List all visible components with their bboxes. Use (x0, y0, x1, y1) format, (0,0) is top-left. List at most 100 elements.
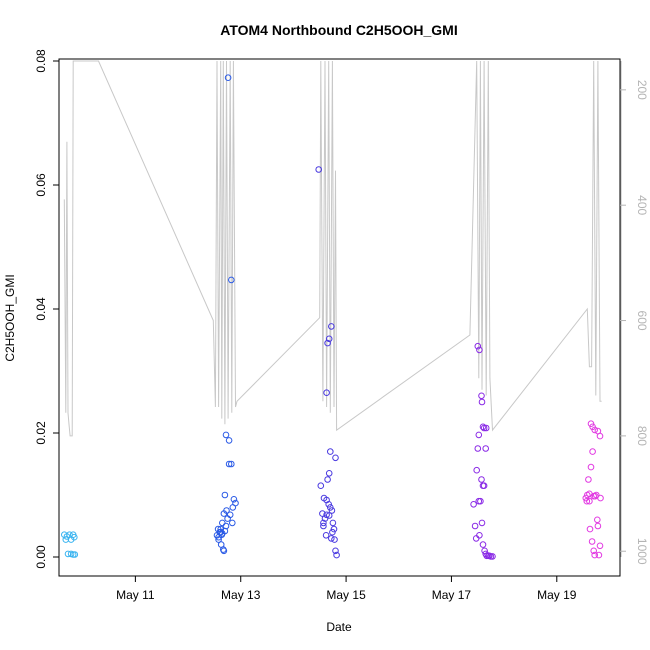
chart-title: ATOM4 Northbound C2H5OOH_GMI (220, 22, 457, 38)
data-point (475, 431, 483, 439)
data-point (476, 532, 483, 539)
data-point (476, 346, 483, 354)
data-point (317, 482, 325, 490)
data-point (331, 536, 338, 543)
data-point (225, 437, 233, 444)
data-point (471, 522, 479, 530)
data-point (474, 445, 482, 452)
data-point (228, 460, 235, 468)
data-point (224, 74, 232, 81)
data-point (590, 547, 598, 555)
data-points-layer (61, 74, 604, 560)
data-point (328, 323, 335, 330)
data-point (226, 511, 234, 519)
data-point (475, 497, 483, 505)
data-point (324, 339, 331, 347)
data-point (325, 512, 333, 519)
data-point (596, 432, 604, 440)
data-point (329, 528, 336, 536)
data-point (478, 519, 486, 527)
data-point (474, 342, 482, 350)
data-point (330, 525, 338, 533)
y2-tick-label: 600 (635, 311, 649, 331)
x-axis-label: Date (326, 620, 352, 634)
data-point (332, 454, 339, 462)
data-point (325, 470, 333, 477)
data-point (71, 551, 79, 558)
data-point (220, 547, 228, 555)
data-point (223, 507, 230, 514)
x-tick-label: May 17 (432, 588, 472, 602)
data-point (228, 276, 235, 284)
data-point (594, 522, 602, 530)
data-point (327, 448, 334, 455)
data-point (222, 522, 230, 530)
data-point (586, 497, 593, 505)
data-point (324, 476, 331, 483)
data-point (596, 542, 604, 550)
data-point (218, 531, 226, 539)
data-point (315, 166, 323, 173)
data-point (219, 519, 226, 527)
data-point (478, 398, 486, 406)
x-tick-label: May 15 (326, 588, 366, 602)
y2-tick-label: 1000 (635, 538, 649, 565)
data-point (221, 491, 229, 499)
data-point (332, 547, 339, 555)
data-point (323, 389, 330, 397)
pressure-line-layer (63, 60, 602, 437)
data-point (473, 466, 481, 474)
data-point (583, 497, 591, 505)
data-point (319, 510, 326, 517)
data-point (62, 536, 70, 543)
data-point (591, 426, 599, 434)
y2-tick-label: 800 (635, 426, 649, 446)
data-point (479, 423, 487, 431)
y2-tick-label: 400 (635, 195, 649, 215)
data-point (480, 424, 488, 432)
data-point (472, 535, 480, 542)
data-point (229, 519, 236, 527)
y2-axis: 200 400 600 800 1000 (620, 61, 649, 565)
data-point (222, 431, 230, 439)
data-point (478, 392, 485, 400)
data-point (589, 448, 596, 455)
data-point (470, 501, 477, 508)
data-point (479, 482, 487, 490)
y2-tick-label: 200 (635, 80, 649, 100)
data-point (323, 511, 330, 519)
data-point (320, 519, 327, 527)
y-tick-label: 0.08 (34, 49, 48, 73)
data-point (595, 551, 603, 559)
data-point (215, 536, 222, 543)
y-axis-label: C2H5OOH_GMI (3, 274, 17, 361)
data-point (230, 496, 238, 503)
data-point (329, 519, 337, 527)
data-point (478, 476, 485, 483)
data-point (482, 445, 490, 452)
y-tick-label: 0.04 (34, 297, 48, 321)
data-point (587, 463, 595, 471)
data-point (328, 535, 335, 542)
x-tick-label: May 11 (116, 588, 155, 602)
data-point (585, 476, 592, 483)
data-point (333, 551, 340, 559)
data-point (232, 499, 239, 507)
data-point (489, 553, 496, 560)
data-point (327, 504, 334, 511)
data-point (594, 516, 601, 524)
data-point (588, 538, 596, 545)
y-axis: 0.00 0.02 0.04 0.06 0.08 (34, 49, 59, 569)
data-point (320, 522, 327, 530)
data-point (71, 533, 78, 541)
x-tick-label: May 19 (537, 588, 577, 602)
data-point (325, 335, 333, 343)
data-point (325, 501, 333, 508)
data-point (482, 424, 490, 432)
data-point (586, 525, 594, 533)
plot-frame (58, 58, 621, 577)
y-tick-label: 0.00 (34, 545, 48, 569)
data-point (328, 507, 336, 514)
y-tick-label: 0.02 (34, 421, 48, 445)
